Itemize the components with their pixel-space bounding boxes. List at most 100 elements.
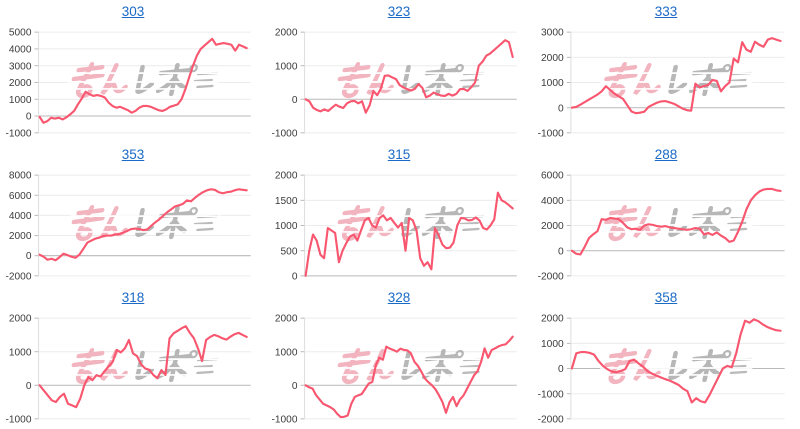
- y-tick-label: 3000: [9, 61, 32, 72]
- y-tick-label: -1000: [6, 414, 32, 425]
- gridlines: 2000 1000 0 -1000: [6, 314, 251, 425]
- y-tick-label: 2000: [541, 221, 564, 232]
- y-tick-label: 0: [26, 381, 32, 392]
- y-tick-label: 0: [292, 381, 298, 392]
- slump-line: [570, 37, 782, 115]
- y-tick-label: 2000: [9, 314, 32, 325]
- y-tick-label: 4000: [9, 211, 32, 222]
- y-tick-label: -2000: [538, 414, 564, 425]
- chart-cell: 315 2000 1500 1000 500 0: [266, 143, 532, 286]
- slump-line: [38, 37, 248, 124]
- chart-title-row: 358: [532, 286, 800, 310]
- minrepo-watermark: [65, 207, 221, 239]
- y-tick-label: 2000: [275, 28, 298, 39]
- y-tick-label: -2000: [6, 271, 32, 282]
- y-tick-label: -1000: [272, 414, 298, 425]
- y-tick-label: 1000: [275, 61, 298, 72]
- slump-chart: 3000 2000 1000 0 -1000: [538, 28, 785, 139]
- y-tick-label: -1000: [272, 128, 298, 139]
- machine-number-link[interactable]: 358: [654, 290, 678, 305]
- y-tick-label: -1000: [538, 389, 564, 400]
- y-tick-label: 2000: [9, 78, 32, 89]
- minrepo-watermark: [331, 207, 487, 239]
- chart-title-row: 318: [0, 286, 266, 310]
- slump-chart: 2000 1000 0 -1000: [272, 314, 517, 425]
- machine-number-link[interactable]: 303: [121, 4, 145, 19]
- slump-chart: 8000 6000 4000 2000 0 -2000: [6, 171, 251, 282]
- chart-title-row: 353: [0, 143, 266, 167]
- gridlines: 3000 2000 1000 0 -1000: [538, 28, 785, 139]
- chart-title-row: 333: [532, 0, 800, 24]
- y-tick-label: -1000: [538, 128, 564, 139]
- chart-title-row: 315: [266, 143, 532, 167]
- slump-line: [304, 191, 514, 277]
- y-tick-label: 500: [281, 246, 298, 257]
- y-tick-label: 0: [26, 251, 32, 262]
- gridlines: 2000 1000 0 -1000 -2000: [538, 314, 785, 425]
- gridlines: 2000 1000 0 -1000: [272, 28, 517, 139]
- slump-chart: 5000 4000 3000 2000 1000 0 -1000: [6, 28, 251, 139]
- y-tick-label: 1000: [9, 95, 32, 106]
- minrepo-watermark: [65, 64, 221, 96]
- chart-cell: 303 5000 4000 3000 2000 1000 0 -1000: [0, 0, 266, 143]
- y-tick-label: 2000: [275, 314, 298, 325]
- chart-title-row: 323: [266, 0, 532, 24]
- slump-chart: 2000 1000 0 -1000 -2000: [538, 314, 785, 425]
- y-tick-label: 6000: [541, 171, 564, 182]
- slump-chart: 2000 1500 1000 500 0: [275, 171, 517, 282]
- y-tick-label: 0: [292, 95, 298, 106]
- chart-cell: 358 2000 1000 0 -1000 -2000: [532, 286, 800, 429]
- slump-line: [570, 318, 782, 404]
- machine-number-link[interactable]: 333: [654, 4, 678, 19]
- y-tick-label: 1500: [275, 196, 298, 207]
- chart-cell: 333 3000 2000 1000 0 -1000: [532, 0, 800, 143]
- minrepo-watermark: [331, 350, 487, 382]
- machine-number-link[interactable]: 323: [387, 4, 411, 19]
- gridlines: 2000 1500 1000 500 0: [275, 171, 517, 282]
- y-tick-label: 0: [26, 112, 32, 123]
- y-tick-label: 0: [558, 246, 564, 257]
- y-tick-label: 0: [292, 271, 298, 282]
- y-tick-label: 1000: [275, 221, 298, 232]
- y-tick-label: 1000: [541, 78, 564, 89]
- gridlines: 5000 4000 3000 2000 1000 0 -1000: [6, 28, 251, 139]
- y-tick-label: 8000: [9, 171, 32, 182]
- slump-line: [38, 325, 248, 409]
- slump-line: [38, 188, 248, 262]
- chart-title-row: 328: [266, 286, 532, 310]
- y-tick-label: 2000: [541, 53, 564, 64]
- y-tick-label: 2000: [541, 314, 564, 325]
- machine-number-link[interactable]: 315: [387, 147, 411, 162]
- chart-title-row: 288: [532, 143, 800, 167]
- chart-cell: 318 2000 1000 0 -1000: [0, 286, 266, 429]
- y-tick-label: 0: [558, 103, 564, 114]
- chart-cell: 323 2000 1000 0 -1000: [266, 0, 532, 143]
- y-tick-label: 3000: [541, 28, 564, 39]
- slump-chart: 6000 4000 2000 0 -2000: [538, 171, 785, 282]
- chart-cell: 353 8000 6000 4000 2000 0 -2000: [0, 143, 266, 286]
- slump-line: [304, 39, 514, 114]
- machine-number-link[interactable]: 318: [121, 290, 145, 305]
- machine-number-link[interactable]: 288: [654, 147, 678, 162]
- y-tick-label: 2000: [9, 231, 32, 242]
- chart-title-row: 303: [0, 0, 266, 24]
- y-tick-label: 1000: [275, 347, 298, 358]
- y-tick-label: -2000: [538, 271, 564, 282]
- machine-number-link[interactable]: 328: [387, 290, 411, 305]
- chart-cell: 328 2000 1000 0 -1000: [266, 286, 532, 429]
- chart-cell: 288 6000 4000 2000 0 -2000: [532, 143, 800, 286]
- y-tick-label: 2000: [275, 171, 298, 182]
- y-tick-label: 6000: [9, 191, 32, 202]
- y-tick-label: -1000: [6, 128, 32, 139]
- slump-chart: 2000 1000 0 -1000: [6, 314, 251, 425]
- y-tick-label: 4000: [541, 196, 564, 207]
- machine-number-link[interactable]: 353: [121, 147, 145, 162]
- y-tick-label: 5000: [9, 28, 32, 39]
- slump-line: [570, 187, 782, 256]
- y-tick-label: 1000: [541, 339, 564, 350]
- gridlines: 2000 1000 0 -1000: [272, 314, 517, 425]
- slump-line: [304, 335, 514, 419]
- y-tick-label: 4000: [9, 44, 32, 55]
- slump-chart: 2000 1000 0 -1000: [272, 28, 517, 139]
